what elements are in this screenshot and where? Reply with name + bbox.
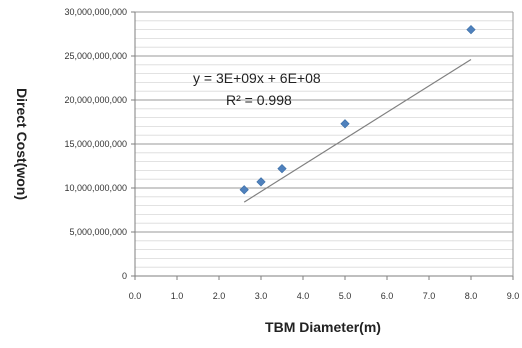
tick-labels: 0 5,000,000,000 10,000,000,000 15,000,000,0… bbox=[64, 7, 519, 301]
y-tick-label: 0 bbox=[122, 271, 127, 281]
x-tick-label: 6.0 bbox=[381, 291, 394, 301]
trendline bbox=[243, 59, 472, 203]
trendline-layer bbox=[243, 59, 472, 203]
x-tick-label: 3.0 bbox=[255, 291, 268, 301]
x-tick-label: 2.0 bbox=[213, 291, 226, 301]
data-point bbox=[239, 185, 249, 195]
x-tick-label: 0.0 bbox=[129, 291, 142, 301]
trendline-equation: y = 3E+09x + 6E+08 bbox=[193, 70, 321, 86]
r-squared-label: R² = 0.998 bbox=[226, 92, 292, 108]
x-tick-label: 5.0 bbox=[339, 291, 352, 301]
data-points bbox=[239, 24, 476, 195]
x-tick-label: 4.0 bbox=[297, 291, 310, 301]
x-tick-label: 9.0 bbox=[507, 291, 520, 301]
data-point bbox=[340, 119, 350, 129]
y-tick-label: 30,000,000,000 bbox=[64, 7, 127, 17]
data-point bbox=[466, 24, 476, 35]
y-tick-label: 15,000,000,000 bbox=[64, 139, 127, 149]
y-tick-label: 5,000,000,000 bbox=[69, 227, 127, 237]
gridlines bbox=[135, 11, 513, 277]
y-tick-label: 25,000,000,000 bbox=[64, 51, 127, 61]
x-tick-label: 1.0 bbox=[171, 291, 184, 301]
data-point bbox=[277, 164, 287, 174]
y-tick-label: 10,000,000,000 bbox=[64, 183, 127, 193]
y-tick-label: 20,000,000,000 bbox=[64, 95, 127, 105]
x-tick-label: 7.0 bbox=[423, 291, 436, 301]
data-point bbox=[256, 177, 266, 187]
x-tick-label: 8.0 bbox=[465, 291, 478, 301]
y-axis-title: Direct Cost(won) bbox=[14, 88, 30, 200]
x-axis-title: TBM Diameter(m) bbox=[265, 319, 381, 335]
axes bbox=[131, 11, 514, 280]
